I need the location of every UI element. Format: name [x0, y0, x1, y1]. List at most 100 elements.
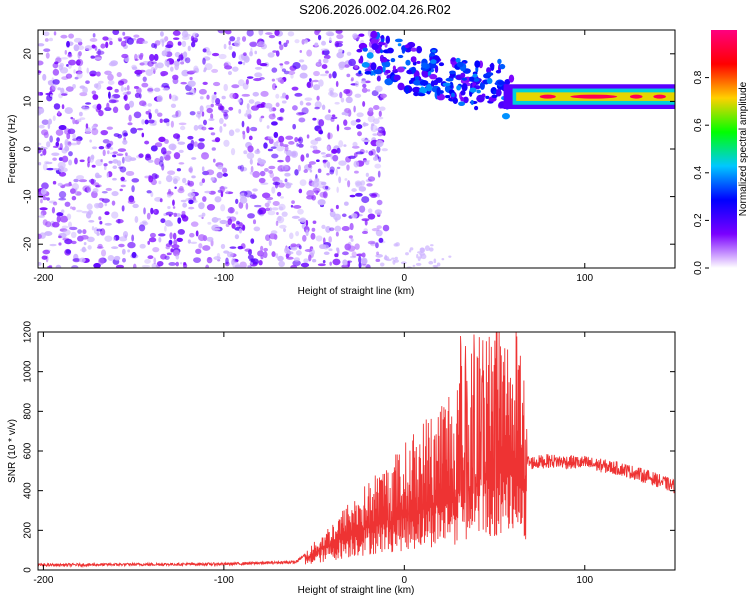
- noise-blob: [372, 118, 380, 125]
- noise-blob: [173, 37, 180, 41]
- noise-blob: [224, 65, 233, 70]
- noise-blob: [193, 141, 198, 148]
- noise-blob: [377, 116, 384, 120]
- cluster-blob: [476, 89, 481, 94]
- noise-blob: [275, 220, 279, 226]
- noise-blob: [328, 248, 333, 252]
- noise-blob: [267, 148, 273, 152]
- noise-blob: [246, 152, 255, 160]
- noise-blob: [84, 45, 93, 51]
- noise-blob: [306, 81, 312, 88]
- noise-blob: [100, 159, 103, 163]
- noise-blob: [206, 236, 214, 242]
- noise-blob: [275, 77, 282, 81]
- noise-blob: [235, 211, 239, 215]
- noise-blob: [317, 263, 326, 267]
- cluster-hot-blob: [456, 61, 464, 68]
- noise-blob: [294, 169, 299, 176]
- noise-blob: [226, 216, 232, 219]
- cluster-hot-blob: [445, 95, 451, 99]
- noise-blob: [87, 245, 92, 250]
- cluster-hot-blob: [469, 76, 475, 82]
- noise-blob: [275, 50, 280, 57]
- noise-blob: [127, 199, 136, 205]
- noise-blob: [118, 166, 124, 169]
- noise-blob: [313, 84, 321, 91]
- noise-blob: [321, 104, 326, 110]
- noise-blob: [153, 208, 159, 215]
- noise-blob: [313, 70, 320, 77]
- y-tick-label: 800: [23, 403, 34, 420]
- noise-blob: [174, 186, 177, 189]
- noise-blob: [252, 91, 260, 97]
- noise-blob: [212, 95, 216, 99]
- noise-blob: [138, 100, 147, 107]
- noise-blob: [64, 50, 68, 55]
- noise-blob: [391, 257, 395, 260]
- noise-blob: [181, 69, 190, 77]
- noise-blob: [198, 202, 205, 210]
- noise-blob: [376, 225, 382, 229]
- noise-blob: [335, 80, 339, 88]
- cluster-blob: [411, 86, 421, 94]
- noise-blob: [56, 212, 64, 217]
- noise-blob: [191, 37, 199, 43]
- noise-blob: [297, 138, 302, 142]
- noise-blob: [239, 261, 247, 268]
- noise-blob: [243, 52, 247, 57]
- noise-blob: [210, 177, 215, 181]
- noise-blob: [254, 50, 258, 55]
- noise-blob: [211, 68, 219, 73]
- noise-blob: [216, 252, 221, 259]
- noise-blob: [353, 105, 356, 113]
- noise-blob: [271, 186, 276, 194]
- noise-blob: [206, 94, 210, 100]
- line-peak: [570, 94, 618, 99]
- noise-blob: [221, 109, 229, 114]
- noise-blob: [272, 83, 277, 91]
- noise-blob: [288, 141, 295, 145]
- noise-blob: [376, 131, 384, 137]
- snr-x-ticks: -200 -100 0 100: [33, 332, 594, 586]
- noise-blob: [219, 105, 225, 111]
- noise-blob: [259, 170, 266, 177]
- noise-blob: [212, 81, 221, 87]
- noise-blob: [176, 58, 181, 62]
- noise-blob: [273, 141, 279, 147]
- noise-blob: [101, 198, 110, 203]
- noise-blob: [318, 130, 324, 135]
- noise-blob: [322, 259, 326, 264]
- noise-blob: [271, 153, 279, 159]
- cluster-blob: [479, 81, 485, 90]
- noise-blob: [275, 253, 279, 259]
- noise-blob: [123, 95, 127, 100]
- noise-blob: [334, 253, 339, 258]
- noise-blob: [341, 213, 347, 218]
- noise-blob: [68, 59, 77, 66]
- noise-blob: [47, 122, 51, 130]
- noise-blob: [201, 126, 207, 131]
- noise-blob: [189, 166, 193, 174]
- noise-blob: [284, 145, 289, 152]
- cluster-hot-blob: [413, 91, 420, 97]
- noise-blob: [41, 129, 49, 136]
- noise-blob: [147, 255, 154, 260]
- noise-blob: [67, 221, 73, 229]
- noise-blob: [85, 80, 90, 84]
- colorbar-gradient: [711, 30, 737, 268]
- noise-blob: [254, 72, 263, 78]
- noise-blob: [126, 91, 132, 95]
- noise-blob: [68, 33, 75, 39]
- noise-blob: [300, 154, 305, 162]
- noise-blob: [49, 94, 53, 97]
- cluster-hot-blob: [472, 73, 478, 78]
- noise-blob: [220, 204, 226, 212]
- noise-blob: [122, 31, 126, 36]
- noise-blob: [42, 219, 48, 226]
- noise-blob: [147, 87, 154, 92]
- noise-blob: [170, 120, 174, 128]
- noise-blob: [178, 54, 184, 61]
- noise-blob: [231, 84, 240, 89]
- cluster-blob: [358, 33, 365, 37]
- noise-blob: [281, 211, 288, 217]
